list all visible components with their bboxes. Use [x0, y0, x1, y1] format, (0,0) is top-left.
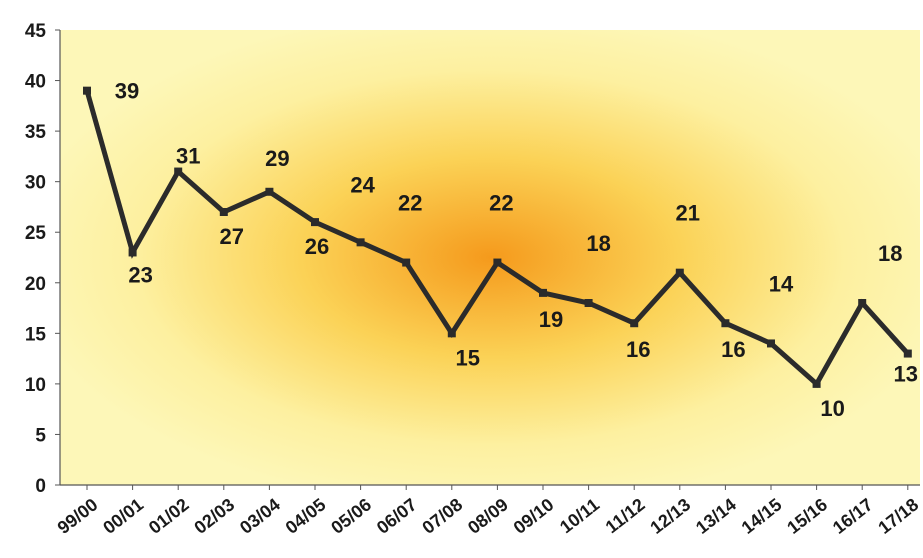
- data-labels: 39 23 31 27 29 26 24 22 15 22 19 18 16 21 16 14 10 18 13: [115, 79, 918, 421]
- y-tick-label: 30: [25, 173, 46, 194]
- data-label: 22: [489, 191, 513, 216]
- data-point-marker: [447, 329, 456, 338]
- data-point-marker: [675, 268, 684, 277]
- data-markers: [83, 86, 912, 388]
- data-point-marker: [767, 339, 775, 348]
- data-label: 27: [220, 224, 244, 249]
- y-tick-label: 0: [35, 476, 46, 497]
- axes: [59, 30, 920, 486]
- data-label: 21: [676, 201, 700, 226]
- data-point-marker: [493, 258, 502, 267]
- x-tick-label: 07/08: [418, 494, 466, 537]
- data-label: 18: [878, 241, 902, 266]
- x-tick-label: 09/10: [510, 494, 558, 537]
- x-tick-label: 11/12: [602, 494, 649, 537]
- data-label: 24: [350, 172, 375, 197]
- x-tick-label: 17/18: [874, 494, 922, 537]
- data-label: 10: [820, 396, 844, 421]
- data-point-marker: [903, 349, 912, 358]
- x-tick-label: 05/06: [327, 494, 375, 537]
- data-point-marker: [83, 86, 91, 95]
- data-label: 15: [456, 345, 480, 370]
- data-point-marker: [219, 208, 228, 216]
- y-tick-label: 25: [25, 223, 47, 244]
- data-point-marker: [265, 187, 274, 196]
- y-tick-label: 5: [35, 425, 46, 446]
- x-tick-label: 01/02: [145, 494, 193, 537]
- data-label: 13: [894, 362, 918, 387]
- data-label: 23: [128, 262, 152, 287]
- x-tick-label: 04/05: [282, 494, 330, 537]
- data-label: 29: [265, 146, 289, 171]
- x-axis-ticks: 99/0000/0101/0202/0303/0404/0505/0606/07…: [54, 485, 922, 538]
- data-point-marker: [584, 299, 593, 307]
- data-label: 26: [305, 234, 329, 259]
- y-tick-label: 10: [25, 375, 46, 396]
- data-point-marker: [356, 238, 365, 247]
- data-label: 18: [586, 231, 610, 256]
- y-tick-label: 45: [25, 21, 47, 42]
- data-point-marker: [402, 258, 411, 267]
- x-tick-label: 10/11: [556, 494, 603, 537]
- x-tick-label: 12/13: [646, 494, 694, 537]
- data-point-marker: [721, 319, 730, 328]
- x-tick-label: 14/15: [738, 494, 786, 537]
- y-tick-label: 35: [25, 122, 47, 143]
- x-tick-label: 99/00: [54, 494, 102, 537]
- y-tick-label: 15: [25, 324, 47, 345]
- data-label: 19: [539, 307, 563, 332]
- x-tick-label: 15/16: [783, 494, 831, 537]
- data-label: 39: [115, 79, 139, 104]
- data-label: 16: [721, 337, 745, 362]
- data-label: 14: [769, 271, 794, 296]
- x-tick-label: 16/17: [829, 494, 877, 537]
- data-point-marker: [858, 299, 867, 307]
- y-axis-ticks: 0 5 10 15 20 25 30 35 40 45: [25, 21, 60, 497]
- plot-area: [60, 30, 920, 485]
- data-label: 31: [176, 144, 200, 169]
- x-tick-label: 00/01: [99, 494, 147, 537]
- data-point-marker: [812, 379, 821, 388]
- data-point-marker: [128, 248, 137, 257]
- x-tick-label: 03/04: [236, 494, 284, 537]
- data-point-marker: [311, 218, 319, 227]
- data-label: 22: [398, 191, 422, 216]
- data-point-marker: [174, 167, 183, 176]
- y-tick-label: 40: [25, 72, 46, 93]
- data-label: 16: [626, 337, 650, 362]
- x-tick-label: 06/07: [373, 494, 421, 537]
- x-tick-label: 13/14: [692, 494, 740, 537]
- y-tick-label: 20: [25, 274, 46, 295]
- data-point-marker: [630, 319, 639, 328]
- x-tick-label: 08/09: [464, 494, 512, 537]
- x-tick-label: 02/03: [190, 494, 238, 537]
- data-point-marker: [539, 288, 547, 297]
